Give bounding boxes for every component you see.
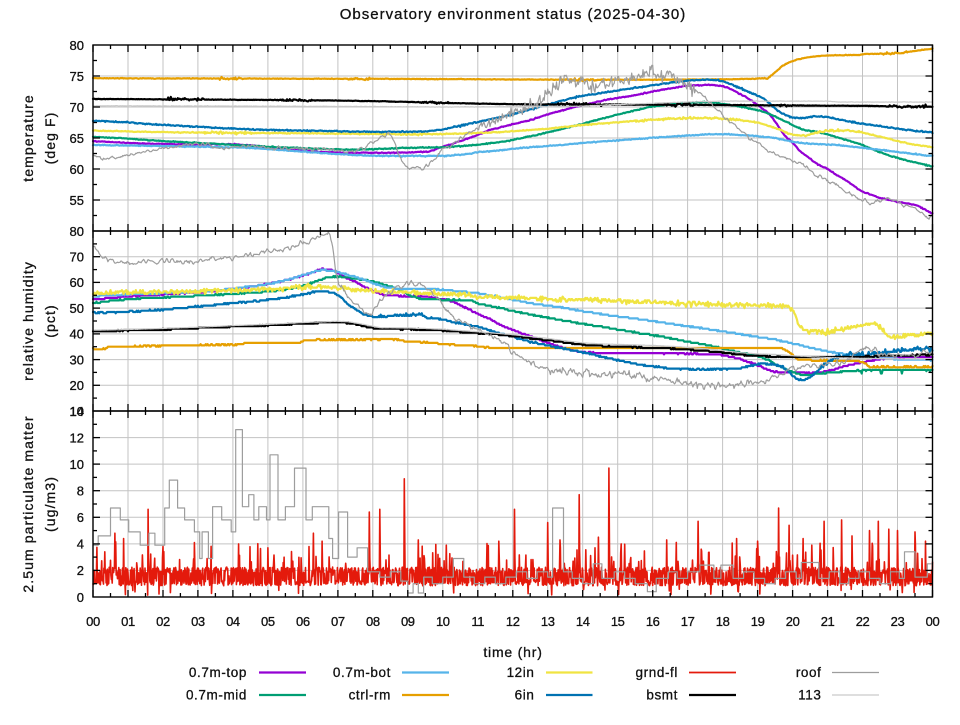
svg-text:17: 17 (681, 614, 695, 629)
svg-text:11: 11 (471, 614, 484, 629)
svg-text:10: 10 (436, 614, 450, 629)
svg-text:6in: 6in (515, 688, 535, 703)
svg-text:(ug/m3): (ug/m3) (42, 476, 58, 532)
svg-text:6: 6 (77, 510, 84, 525)
svg-text:grnd-fl: grnd-fl (636, 665, 678, 680)
svg-text:19: 19 (751, 614, 765, 629)
svg-text:16: 16 (646, 614, 660, 629)
svg-text:2.5um particulate matter: 2.5um particulate matter (20, 415, 36, 592)
svg-text:55: 55 (70, 193, 84, 208)
svg-text:75: 75 (70, 69, 84, 84)
svg-text:08: 08 (366, 614, 380, 629)
svg-text:4: 4 (77, 537, 84, 552)
svg-text:60: 60 (70, 275, 84, 290)
svg-text:50: 50 (70, 301, 84, 316)
svg-text:00: 00 (926, 614, 940, 629)
svg-text:13: 13 (541, 614, 555, 629)
svg-text:70: 70 (70, 100, 84, 115)
svg-text:65: 65 (70, 131, 84, 146)
svg-text:00: 00 (86, 614, 100, 629)
svg-text:0: 0 (77, 590, 84, 605)
svg-text:14: 14 (576, 614, 590, 629)
svg-text:113: 113 (798, 688, 821, 703)
svg-text:23: 23 (891, 614, 905, 629)
svg-text:time (hr): time (hr) (483, 644, 542, 660)
svg-text:20: 20 (70, 378, 84, 393)
svg-text:15: 15 (611, 614, 625, 629)
svg-text:60: 60 (70, 162, 84, 177)
svg-text:ctrl-rm: ctrl-rm (349, 688, 391, 703)
svg-text:02: 02 (156, 614, 170, 629)
svg-text:20: 20 (786, 614, 800, 629)
svg-text:12: 12 (70, 430, 84, 445)
svg-text:2: 2 (77, 563, 84, 578)
svg-text:8: 8 (77, 484, 84, 499)
svg-text:0.7m-bot: 0.7m-bot (333, 665, 391, 680)
svg-text:12: 12 (506, 614, 520, 629)
svg-text:10: 10 (70, 457, 84, 472)
svg-text:04: 04 (226, 614, 240, 629)
svg-text:03: 03 (191, 614, 205, 629)
svg-text:Observatory environment status: Observatory environment status (2025-04-… (340, 6, 686, 23)
svg-text:(deg F): (deg F) (42, 112, 58, 165)
svg-text:05: 05 (261, 614, 275, 629)
svg-text:40: 40 (70, 327, 84, 342)
svg-text:relative humidity: relative humidity (20, 261, 36, 381)
svg-text:bsmt: bsmt (646, 688, 678, 703)
svg-text:21: 21 (821, 614, 835, 629)
svg-text:22: 22 (856, 614, 870, 629)
svg-text:30: 30 (70, 352, 84, 367)
svg-text:70: 70 (70, 250, 84, 265)
svg-text:roof: roof (796, 665, 822, 680)
svg-text:01: 01 (121, 614, 135, 629)
svg-text:80: 80 (70, 224, 84, 239)
svg-text:0.7m-mid: 0.7m-mid (186, 688, 247, 703)
svg-text:14: 14 (70, 404, 84, 419)
svg-text:10: 10 (70, 404, 84, 419)
svg-text:18: 18 (716, 614, 730, 629)
svg-text:09: 09 (401, 614, 415, 629)
svg-text:12in: 12in (507, 665, 535, 680)
svg-text:80: 80 (70, 38, 84, 53)
svg-text:06: 06 (296, 614, 310, 629)
svg-text:(pct): (pct) (42, 304, 58, 338)
svg-text:temperature: temperature (20, 94, 36, 182)
svg-text:0.7m-top: 0.7m-top (189, 665, 247, 680)
svg-text:07: 07 (331, 614, 345, 629)
